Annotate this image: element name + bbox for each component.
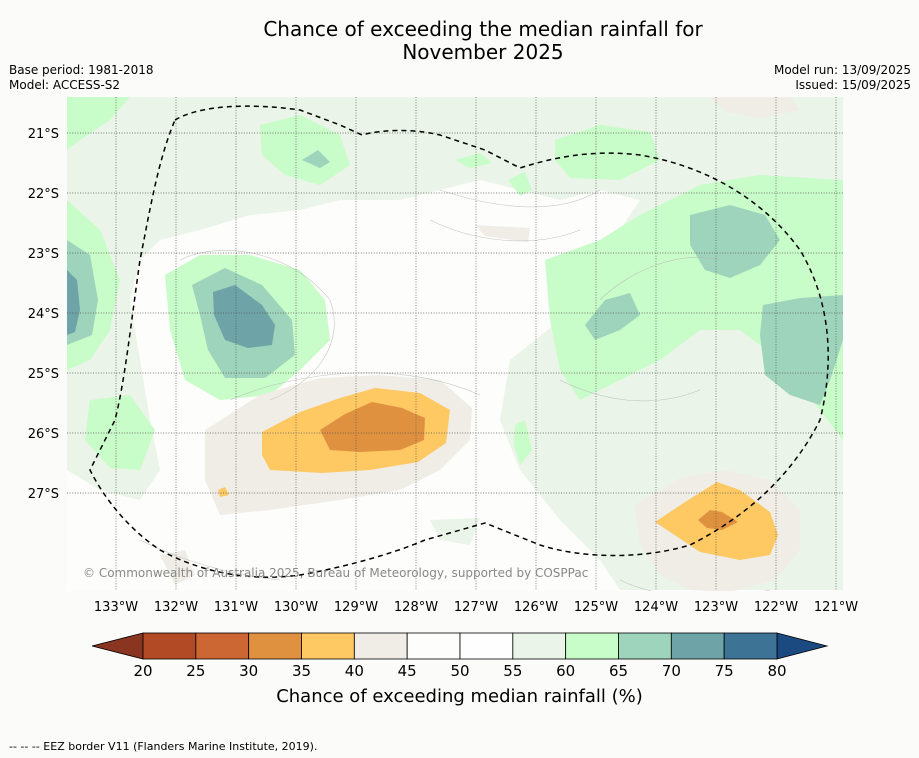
model-name: Model: ACCESS-S2 <box>9 78 121 92</box>
map-title: Chance of exceeding the median rainfall … <box>0 18 919 64</box>
map-area <box>67 97 843 591</box>
lon-label: 122°W <box>754 600 798 615</box>
eez-legend-note: -- -- -- EEZ border V11 (Flanders Marine… <box>9 740 318 753</box>
title-line-1: Chance of exceeding the median rainfall … <box>263 17 703 41</box>
lon-label: 126°W <box>514 600 558 615</box>
model-run: Model run: 13/09/2025 <box>773 63 911 77</box>
colorbar-cell <box>618 632 672 660</box>
lat-label: 25°S <box>28 367 59 382</box>
colorbar: 20 25 30 35 40 45 50 55 60 65 70 75 80 <box>91 632 829 680</box>
colorbar-label: Chance of exceeding median rainfall (%) <box>276 686 643 707</box>
issued-date: Issued: 15/09/2025 <box>795 78 911 92</box>
lon-label: 130°W <box>274 600 318 615</box>
lat-label: 26°S <box>28 427 59 442</box>
lon-labels: 133°W 132°W 131°W 130°W 129°W 128°W 127°… <box>94 600 858 615</box>
lon-label: 128°W <box>394 600 438 615</box>
meta-left: Base period: 1981-2018 Model: ACCESS-S2 <box>9 63 154 93</box>
colorbar-tick-label: 80 <box>767 662 786 680</box>
colorbar-tick-label: 30 <box>239 662 258 680</box>
colorbar-cell <box>248 632 302 660</box>
lat-labels: 21°S 22°S 23°S 24°S 25°S 26°S 27°S <box>28 127 59 502</box>
colorbar-cell <box>406 632 461 660</box>
lon-label: 121°W <box>814 600 858 615</box>
colorbar-tick-label: 75 <box>715 662 734 680</box>
meta-right: Model run: 13/09/2025 Issued: 15/09/2025 <box>774 63 911 93</box>
lon-label: 123°W <box>694 600 738 615</box>
colorbar-cell <box>723 632 778 660</box>
lat-label: 27°S <box>28 487 59 502</box>
colorbar-tick-label: 55 <box>503 662 522 680</box>
lat-label: 22°S <box>28 187 59 202</box>
lat-label: 21°S <box>28 127 59 142</box>
lon-label: 129°W <box>334 600 378 615</box>
colorbar-cell <box>565 632 619 660</box>
colorbar-tick-label: 40 <box>345 662 364 680</box>
lon-label: 131°W <box>214 600 258 615</box>
title-line-2: November 2025 <box>402 40 564 64</box>
colorbar-tick-label: 60 <box>556 662 575 680</box>
base-period: Base period: 1981-2018 <box>9 63 154 77</box>
contour-30-35 <box>320 402 738 530</box>
colorbar-tick-label: 50 <box>450 662 469 680</box>
colorbar-cell <box>195 632 250 660</box>
eez-border <box>89 105 829 578</box>
copyright-text: © Commonwealth of Australia 2025, Bureau… <box>83 566 588 580</box>
colorbar-tick-label: 70 <box>662 662 681 680</box>
colorbar-cell <box>670 632 725 660</box>
lat-label: 24°S <box>28 307 59 322</box>
colorbar-over-arrow <box>776 632 829 660</box>
lon-label: 127°W <box>454 600 498 615</box>
colorbar-tick-label: 20 <box>133 662 152 680</box>
colorbar-under-arrow <box>91 632 144 660</box>
colorbar-tick-label: 65 <box>609 662 628 680</box>
lat-label: 23°S <box>28 247 59 262</box>
colorbar-cell <box>353 632 408 660</box>
colorbar-cell <box>142 632 197 660</box>
colorbar-cell <box>301 632 355 660</box>
colorbar-tick-label: 25 <box>186 662 205 680</box>
colorbar-cell <box>512 632 567 660</box>
colorbar-tick-label: 45 <box>398 662 417 680</box>
lon-label: 125°W <box>574 600 618 615</box>
lon-label: 132°W <box>154 600 198 615</box>
lon-label: 133°W <box>94 600 138 615</box>
colorbar-cell <box>459 632 514 660</box>
lon-label: 124°W <box>634 600 678 615</box>
colorbar-tick-label: 35 <box>292 662 311 680</box>
contour-70-75 <box>67 270 275 348</box>
